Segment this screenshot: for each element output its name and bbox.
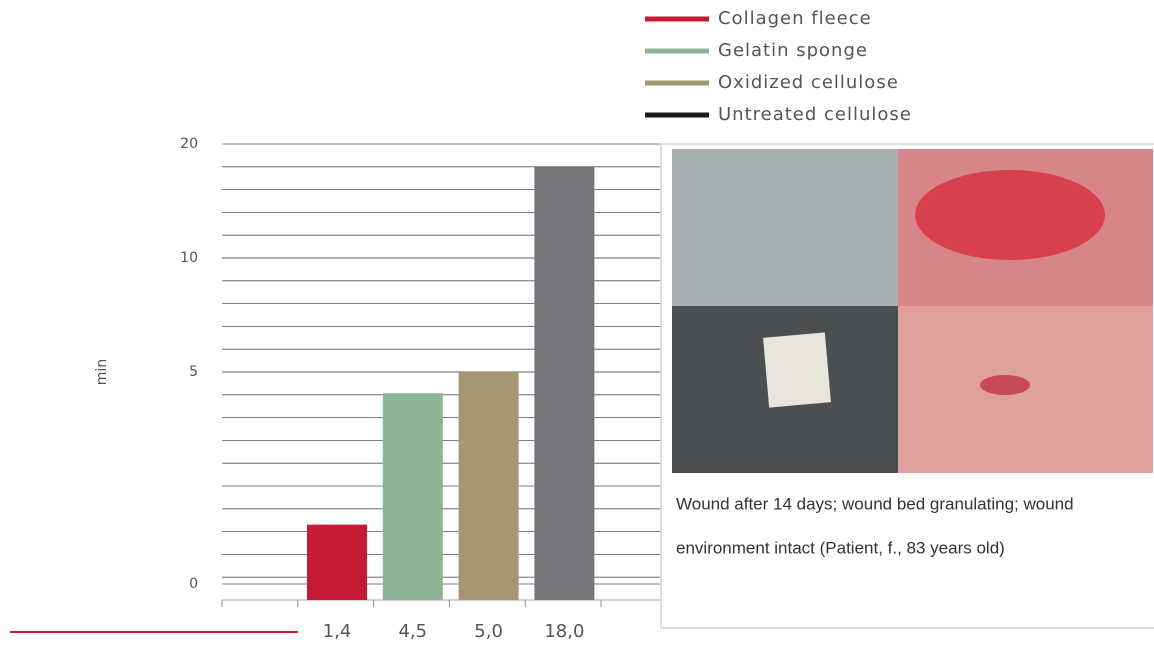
grid: 0 5 10 20: [180, 136, 660, 607]
y-tick-label: 10: [180, 250, 198, 266]
caption-line: environment intact (Patient, f., 83 year…: [676, 538, 1005, 557]
legend-label: Collagen fleece: [718, 8, 872, 29]
value-label: 5,0: [474, 621, 503, 642]
photo-panel: Wound after 14 days; wound bed granulati…: [660, 143, 1154, 629]
photo-scar: [980, 375, 1030, 395]
bar: [534, 166, 595, 601]
y-axis-label: min: [94, 359, 110, 385]
y-tick-label: 20: [180, 136, 198, 152]
value-label: 18,0: [544, 621, 584, 642]
legend-label: Oxidized cellulose: [718, 72, 899, 93]
photo-wound-bed: [915, 170, 1105, 260]
caption-line: Wound after 14 days; wound bed granulati…: [676, 494, 1074, 513]
photo-gauze: [672, 149, 898, 306]
bar: [458, 372, 519, 600]
y-tick-label: 0: [189, 576, 198, 592]
bar: [307, 524, 367, 600]
value-label: 4,5: [398, 621, 427, 642]
legend-label: Gelatin sponge: [718, 40, 868, 61]
legend-label: Untreated cellulose: [718, 104, 912, 125]
dressing-piece: [763, 332, 831, 408]
bar: [382, 393, 443, 600]
value-label: 1,4: [323, 621, 352, 642]
y-tick-label: 5: [189, 364, 198, 380]
